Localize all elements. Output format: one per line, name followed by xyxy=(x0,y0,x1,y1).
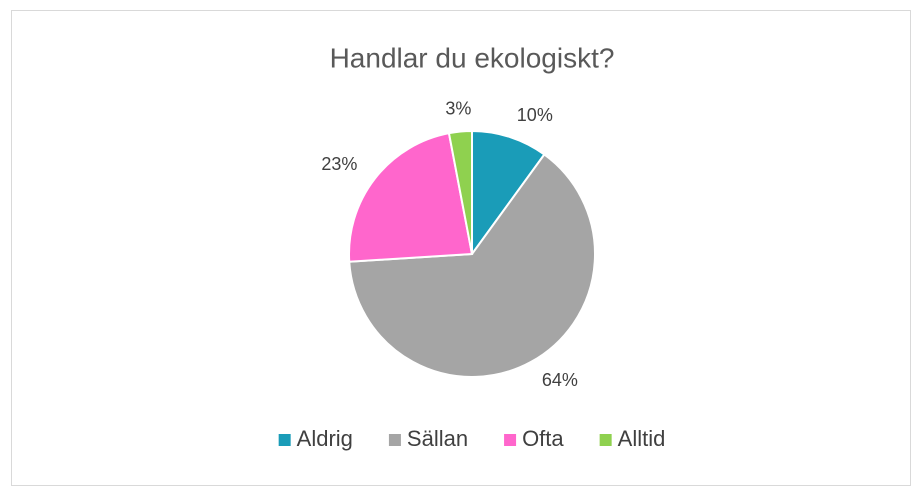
data-label: 23% xyxy=(321,154,357,174)
chart-title: Handlar du ekologiskt? xyxy=(330,42,615,73)
legend-label: Ofta xyxy=(522,426,564,451)
legend-marker xyxy=(388,434,401,446)
legend-marker xyxy=(599,434,612,446)
legend-label: Alltid xyxy=(618,426,666,451)
legend-marker xyxy=(278,434,291,446)
data-label: 3% xyxy=(445,98,471,118)
legend-label: Sällan xyxy=(407,426,468,451)
data-label: 64% xyxy=(542,370,578,390)
data-label: 10% xyxy=(517,105,553,125)
pie-slice xyxy=(348,132,474,263)
pie-slice xyxy=(471,129,546,258)
pie-slice xyxy=(447,129,473,255)
pie-slice xyxy=(348,153,596,378)
legend-marker xyxy=(504,434,517,446)
legend-label: Aldrig xyxy=(297,426,353,451)
